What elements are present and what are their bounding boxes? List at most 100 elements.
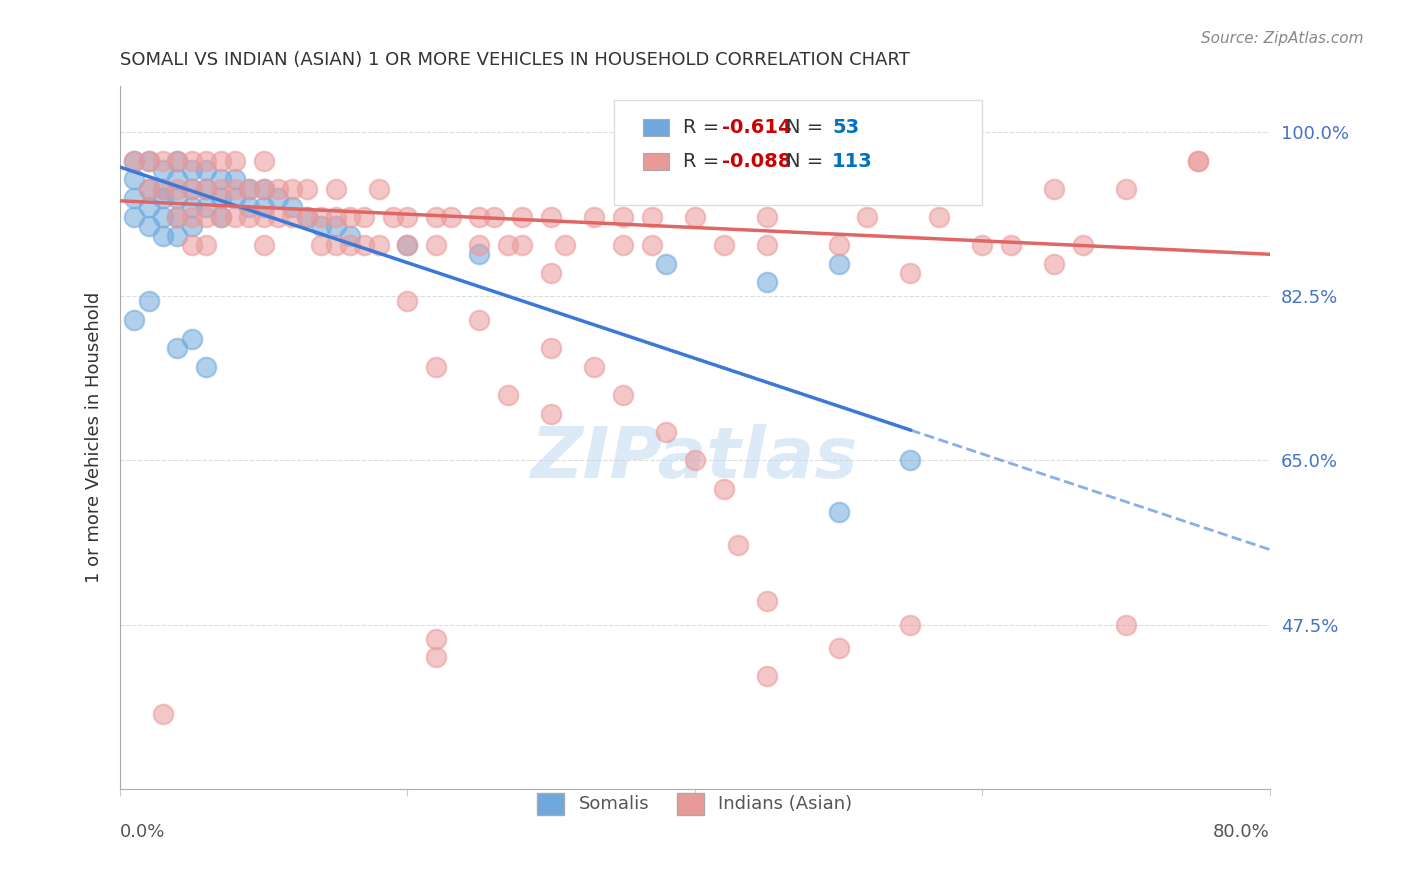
- Point: [612, 238, 634, 252]
- Point: [468, 313, 491, 327]
- Legend: Somalis, Indians (Asian): Somalis, Indians (Asian): [530, 785, 859, 822]
- Point: [224, 191, 246, 205]
- Point: [755, 594, 778, 608]
- Text: -0.614: -0.614: [721, 119, 792, 137]
- Point: [166, 210, 188, 224]
- Point: [468, 238, 491, 252]
- Point: [325, 219, 347, 234]
- Point: [655, 425, 678, 440]
- Point: [1000, 238, 1022, 252]
- Point: [281, 181, 304, 195]
- Point: [827, 640, 849, 655]
- Point: [900, 266, 922, 280]
- Point: [425, 632, 447, 646]
- Point: [1187, 153, 1209, 168]
- Point: [295, 210, 318, 224]
- Point: [209, 153, 232, 168]
- Point: [785, 181, 807, 195]
- Point: [295, 210, 318, 224]
- Point: [195, 153, 218, 168]
- Point: [166, 153, 188, 168]
- Point: [713, 482, 735, 496]
- Point: [540, 341, 562, 355]
- Point: [138, 294, 160, 309]
- Point: [180, 200, 202, 214]
- Point: [900, 617, 922, 632]
- Point: [138, 153, 160, 168]
- Point: [1115, 181, 1137, 195]
- Point: [195, 210, 218, 224]
- Point: [353, 238, 375, 252]
- Text: N =: N =: [786, 119, 830, 137]
- Point: [382, 210, 405, 224]
- Point: [238, 200, 260, 214]
- Point: [1115, 617, 1137, 632]
- Point: [396, 238, 419, 252]
- Point: [166, 228, 188, 243]
- Point: [755, 238, 778, 252]
- Point: [325, 238, 347, 252]
- Point: [1187, 153, 1209, 168]
- Point: [180, 181, 202, 195]
- Point: [396, 210, 419, 224]
- Point: [238, 210, 260, 224]
- FancyBboxPatch shape: [614, 100, 983, 205]
- FancyBboxPatch shape: [643, 119, 669, 136]
- Text: N =: N =: [786, 152, 830, 171]
- Point: [166, 153, 188, 168]
- Point: [124, 191, 146, 205]
- Text: 113: 113: [832, 152, 873, 171]
- Point: [856, 210, 879, 224]
- Point: [124, 210, 146, 224]
- Point: [827, 257, 849, 271]
- Point: [124, 172, 146, 186]
- Point: [339, 238, 361, 252]
- Point: [180, 332, 202, 346]
- Point: [512, 238, 534, 252]
- Point: [1043, 181, 1066, 195]
- Point: [1071, 238, 1094, 252]
- Point: [152, 153, 174, 168]
- Point: [612, 210, 634, 224]
- Point: [339, 228, 361, 243]
- Point: [425, 650, 447, 665]
- Point: [209, 210, 232, 224]
- Point: [166, 210, 188, 224]
- Point: [325, 210, 347, 224]
- Point: [367, 238, 389, 252]
- Point: [138, 153, 160, 168]
- Text: 53: 53: [832, 119, 859, 137]
- Point: [827, 505, 849, 519]
- Y-axis label: 1 or more Vehicles in Household: 1 or more Vehicles in Household: [86, 292, 103, 582]
- Point: [396, 294, 419, 309]
- Point: [152, 181, 174, 195]
- Point: [583, 359, 606, 374]
- Point: [124, 153, 146, 168]
- Point: [641, 238, 664, 252]
- Point: [482, 210, 505, 224]
- Point: [900, 453, 922, 467]
- Point: [309, 210, 332, 224]
- Point: [425, 210, 447, 224]
- Text: ZIPatlas: ZIPatlas: [531, 424, 859, 492]
- Point: [209, 172, 232, 186]
- Point: [166, 172, 188, 186]
- Point: [209, 181, 232, 195]
- Text: SOMALI VS INDIAN (ASIAN) 1 OR MORE VEHICLES IN HOUSEHOLD CORRELATION CHART: SOMALI VS INDIAN (ASIAN) 1 OR MORE VEHIC…: [120, 51, 910, 69]
- Point: [309, 238, 332, 252]
- Text: -0.088: -0.088: [721, 152, 792, 171]
- Point: [267, 181, 290, 195]
- Point: [540, 266, 562, 280]
- Point: [755, 210, 778, 224]
- Point: [468, 210, 491, 224]
- Point: [238, 181, 260, 195]
- Point: [496, 388, 519, 402]
- Point: [224, 181, 246, 195]
- Point: [180, 219, 202, 234]
- Text: R =: R =: [683, 119, 725, 137]
- Text: 80.0%: 80.0%: [1213, 823, 1270, 841]
- Point: [152, 210, 174, 224]
- Point: [253, 181, 276, 195]
- Point: [166, 191, 188, 205]
- Point: [267, 210, 290, 224]
